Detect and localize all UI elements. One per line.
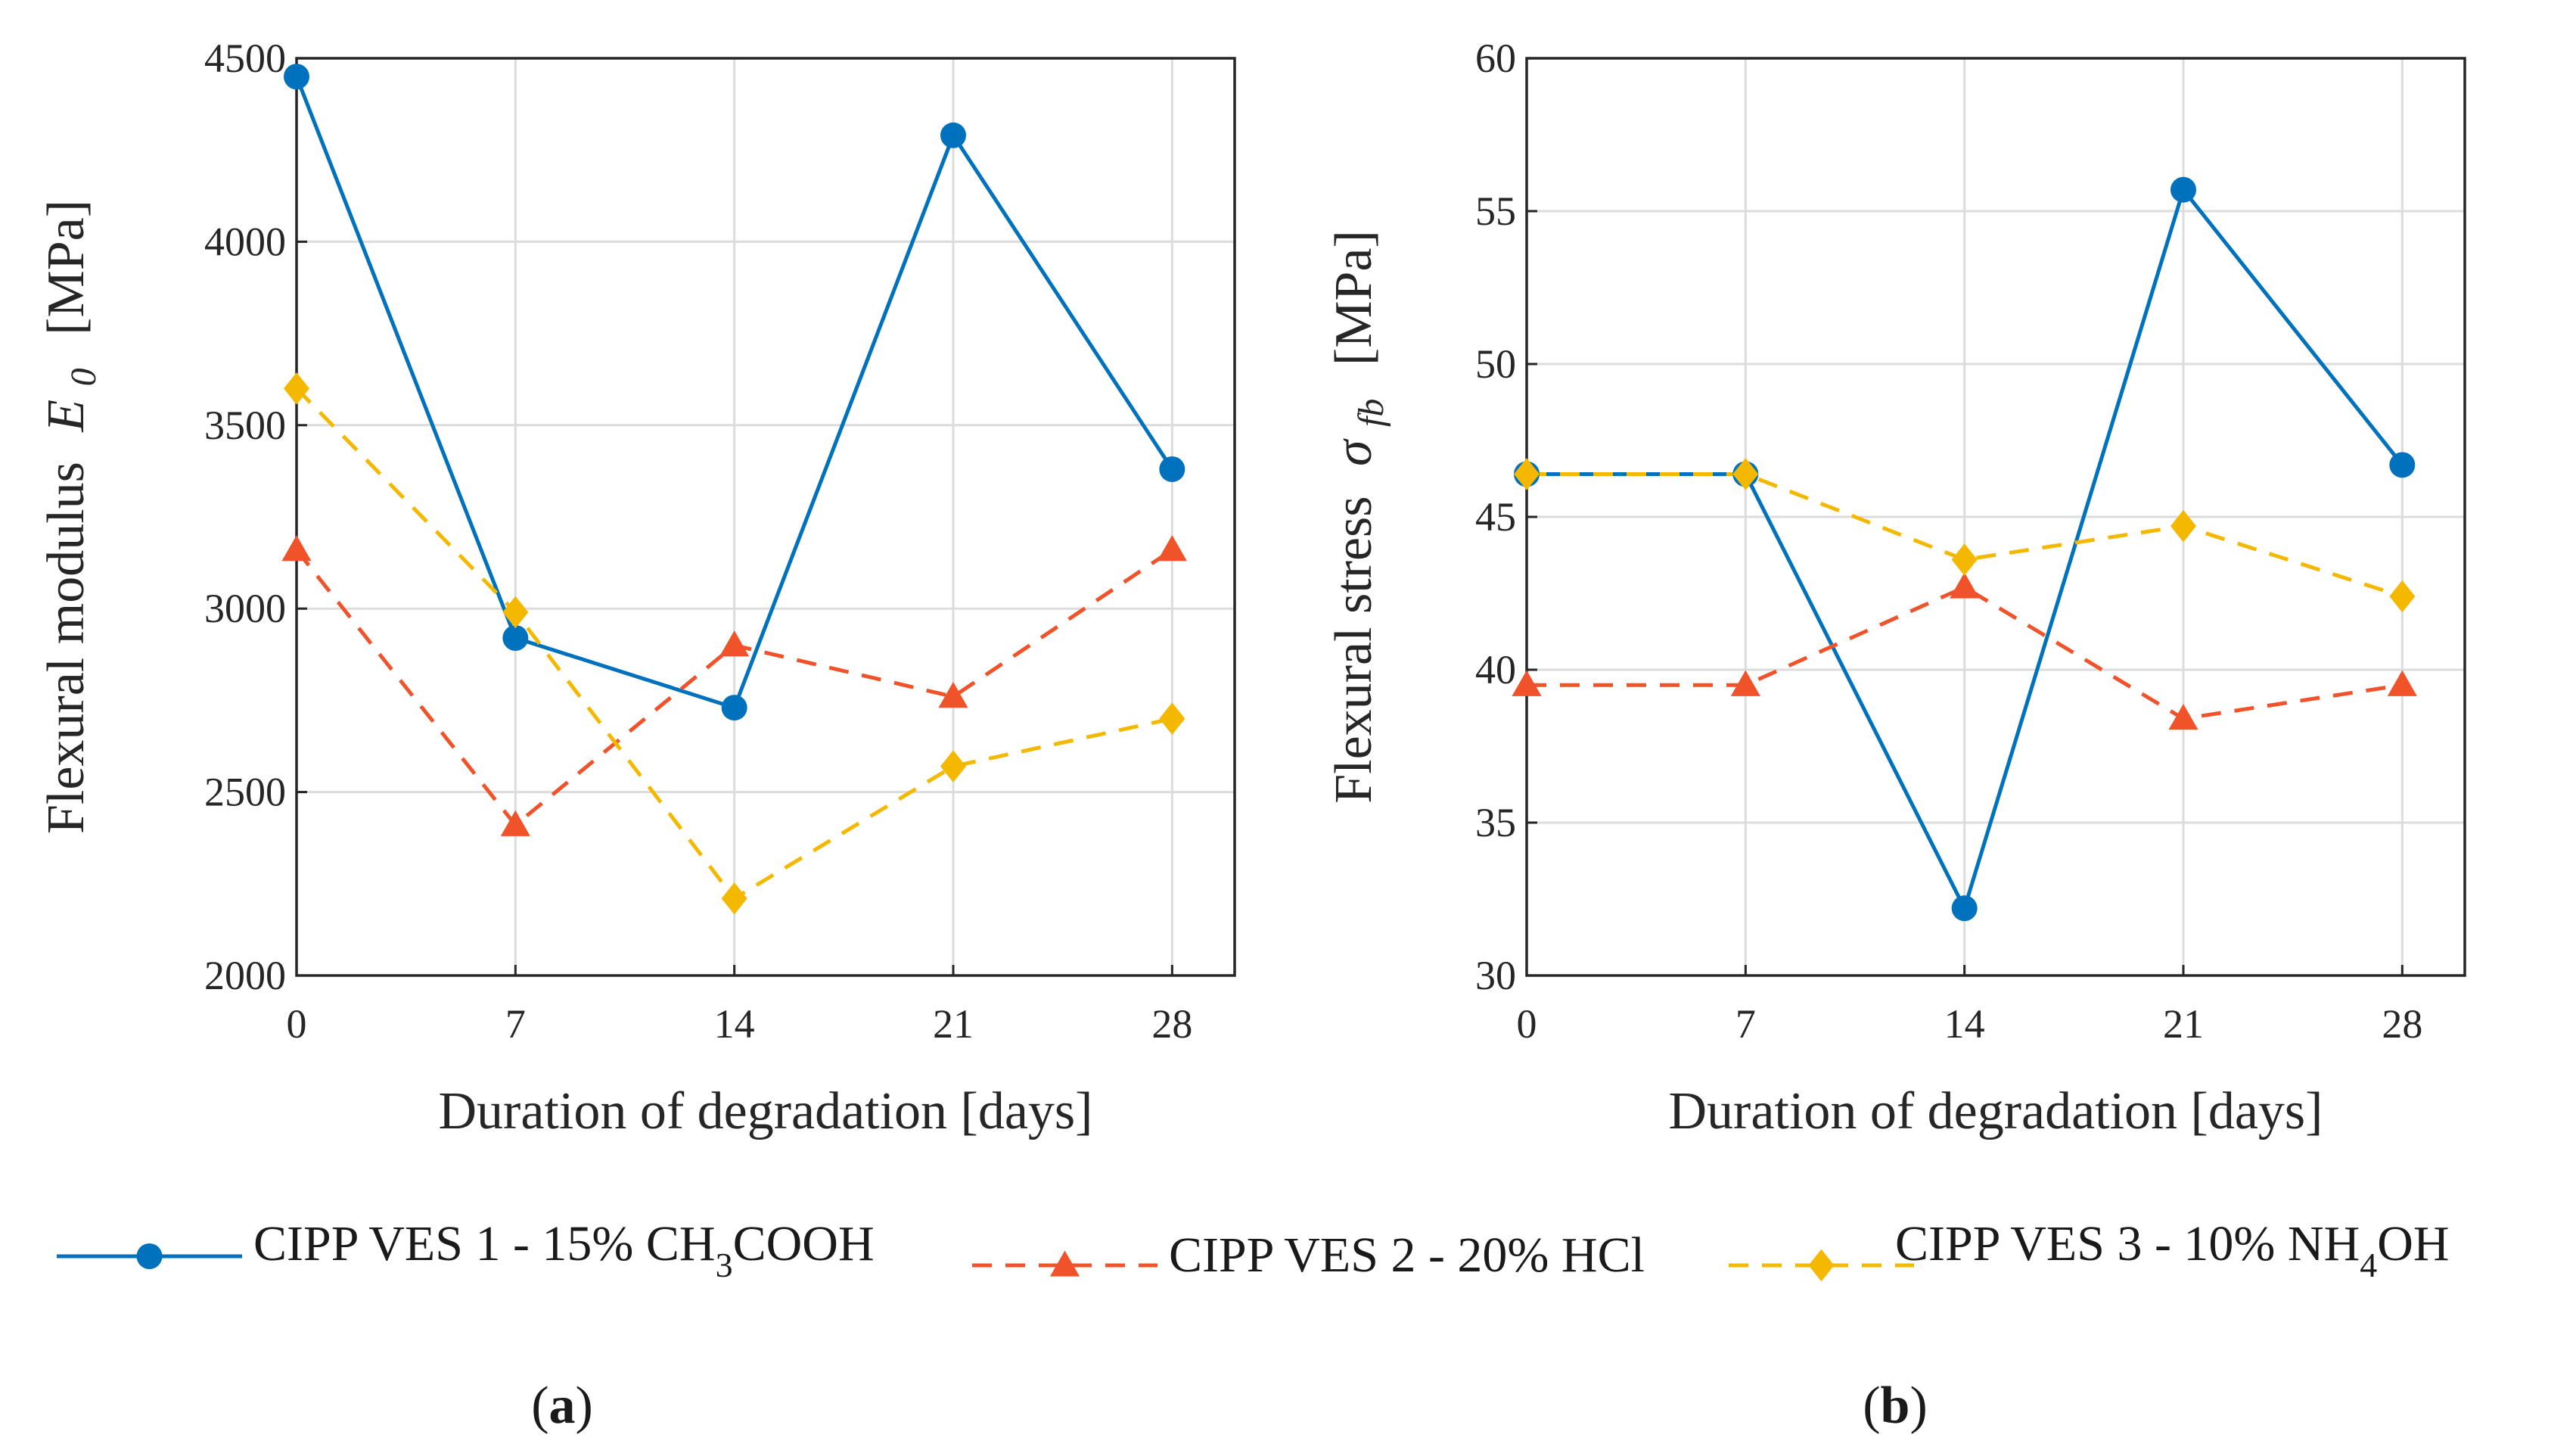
panel-b-y-tick-label: 55: [1475, 188, 1516, 234]
panel-a-ves1-point-day-21: [940, 122, 966, 148]
panel-a-y-tick-label: 2000: [204, 953, 286, 998]
legend-marker-ves2: [1049, 1250, 1080, 1277]
legend-label-ves1-main: CIPP VES 1 - 15% CH: [253, 1216, 716, 1271]
panel-b-y-tick-label: 30: [1475, 953, 1516, 998]
legend-marker-ves3: [1808, 1249, 1835, 1282]
legend-label-ves3-main: CIPP VES 3 - 10% NH: [1895, 1216, 2360, 1271]
panel-b-y-label-unit: [MPa]: [1325, 230, 1383, 366]
panel-b-y-label-symbol: σ: [1325, 438, 1383, 466]
legend-item-ves3: CIPP VES 3 - 10% NH4OH: [1729, 1216, 2450, 1284]
panel-a-y-tick-label: 3000: [204, 586, 286, 631]
panel-a-x-tick-label: 14: [714, 1001, 755, 1047]
caption-b: (b): [1863, 1377, 1928, 1435]
panel-a-y-label-symbol: E: [37, 400, 95, 433]
panel-b-y-tick-label: 35: [1475, 800, 1516, 845]
panel-a-ves3-point-day-14: [721, 882, 747, 915]
panel-b-ves3-point-day-21: [2170, 509, 2196, 543]
panel-a-x-tick-label: 0: [287, 1001, 307, 1047]
legend-label-ves1: CIPP VES 1 - 15% CH3COOH: [253, 1216, 875, 1284]
legend-item-ves2: CIPP VES 2 - 20% HCl: [972, 1228, 1645, 1283]
panel-b-ves2-point-day-28: [2387, 670, 2417, 696]
panel-a-y-label-subscript: 0: [64, 368, 104, 386]
legend-item-ves1: CIPP VES 1 - 15% CH3COOH: [57, 1216, 875, 1284]
panel-b-x-tick-label: 7: [1735, 1001, 1756, 1047]
panel-a-x-tick-label: 21: [933, 1001, 974, 1047]
legend: CIPP VES 1 - 15% CH3COOH CIPP VES 2 - 20…: [57, 1216, 2450, 1284]
panel-b-x-axis-label: Duration of degradation [days]: [1669, 1082, 2323, 1140]
legend-label-ves3: CIPP VES 3 - 10% NH4OH: [1895, 1216, 2450, 1284]
panel-a-y-label-unit: [MPa]: [37, 200, 95, 335]
panel-a-ves3-point-day-21: [940, 750, 966, 783]
legend-label-ves2-main: CIPP VES 2 - 20% HCl: [1169, 1228, 1645, 1283]
legend-label-ves2: CIPP VES 2 - 20% HCl: [1169, 1228, 1645, 1283]
panel-a-ves2-point-day-28: [1157, 535, 1187, 562]
panel-b-x-tick-label: 28: [2382, 1001, 2422, 1047]
panel-b-series-line-ves3: [1527, 471, 2404, 599]
panel-b-ves1-point-day-14: [1951, 895, 1978, 922]
panel-a-chart: 2000 2500 3000 3500 4000 4500 0 7 14 21 28 Durati…: [37, 36, 1236, 1140]
panel-a-ves3-point-day-7: [502, 596, 529, 629]
panel-b-y-axis-label: Flexural stress σ fb [MPa]: [1325, 230, 1395, 804]
panel-a-ves2-point-day-21: [938, 682, 968, 708]
panel-b-ves3-point-day-28: [2389, 580, 2416, 613]
panel-b-ves2-point-day-21: [2168, 704, 2198, 730]
panel-b-ves2-point-day-14: [1950, 572, 1980, 599]
caption-a-letter: a: [549, 1377, 576, 1435]
panel-a-ves1-point-day-28: [1159, 456, 1185, 482]
panel-a-ves3-point-day-28: [1159, 702, 1185, 735]
panel-a-y-tick-label: 3500: [204, 403, 286, 448]
panel-b-y-label-subscript: fb: [1351, 399, 1391, 427]
panel-a-y-label-text: Flexural modulus: [37, 462, 95, 834]
panel-b-y-label-text: Flexural stress: [1325, 496, 1383, 803]
panel-b-ves1-point-day-21: [2170, 176, 2196, 203]
legend-label-ves1-suffix: COOH: [733, 1216, 875, 1271]
panel-b-ves1-point-day-28: [2389, 452, 2416, 478]
panel-b-chart: 30 35 40 45 50 55 60 0 7 14 21 28 Duration of degr…: [1325, 36, 2466, 1140]
panel-b-series-line-ves2: [1527, 585, 2403, 721]
panel-b-ves3-point-day-14: [1951, 543, 1978, 576]
panel-b-x-tick-label: 0: [1517, 1001, 1537, 1047]
caption-b-letter: b: [1881, 1377, 1910, 1435]
panel-b-ves3-point-day-0: [1514, 458, 1540, 490]
panel-b-y-tick-label: 60: [1475, 36, 1516, 81]
panel-a-x-tick-label: 28: [1151, 1001, 1192, 1047]
panel-a-ves1-point-day-14: [721, 695, 747, 721]
panel-a-y-axis-label: Flexural modulus E 0 [MPa]: [37, 200, 107, 834]
panel-a-plot-area: [295, 57, 1236, 977]
legend-label-ves3-suffix: OH: [2377, 1216, 2449, 1271]
caption-a: (a): [531, 1377, 593, 1435]
panel-b-x-tick-label: 14: [1944, 1001, 1985, 1047]
panel-a-ves1-point-day-7: [502, 624, 529, 651]
panel-b-y-tick-label: 45: [1475, 494, 1516, 540]
panel-a-y-tick-label: 4500: [204, 36, 286, 81]
panel-a-ves2-point-day-14: [719, 630, 750, 657]
panel-a-y-tick-label: 2500: [204, 770, 286, 815]
panel-a-ves2-point-day-0: [281, 535, 312, 562]
panel-b-y-tick-label: 40: [1475, 647, 1516, 692]
legend-label-ves3-sub: 4: [2360, 1246, 2377, 1284]
panel-a-x-tick-label: 7: [505, 1001, 526, 1047]
panel-b-ves3-point-day-7: [1732, 458, 1759, 490]
legend-label-ves1-sub: 3: [716, 1246, 733, 1284]
panel-a-ves1-point-day-0: [284, 64, 309, 90]
panel-b-ves2-point-day-0: [1512, 670, 1542, 696]
panel-b-x-tick-label: 21: [2163, 1001, 2204, 1047]
panel-a-ves3-point-day-0: [284, 372, 309, 405]
panel-a-y-tick-label: 4000: [204, 219, 286, 264]
panel-a-x-axis-label: Duration of degradation [days]: [439, 1082, 1093, 1140]
panel-b-ves2-point-day-7: [1730, 670, 1760, 696]
legend-marker-ves1: [136, 1243, 163, 1269]
panel-a-ves2-point-day-7: [500, 810, 530, 836]
panel-b-y-tick-label: 50: [1475, 341, 1516, 387]
